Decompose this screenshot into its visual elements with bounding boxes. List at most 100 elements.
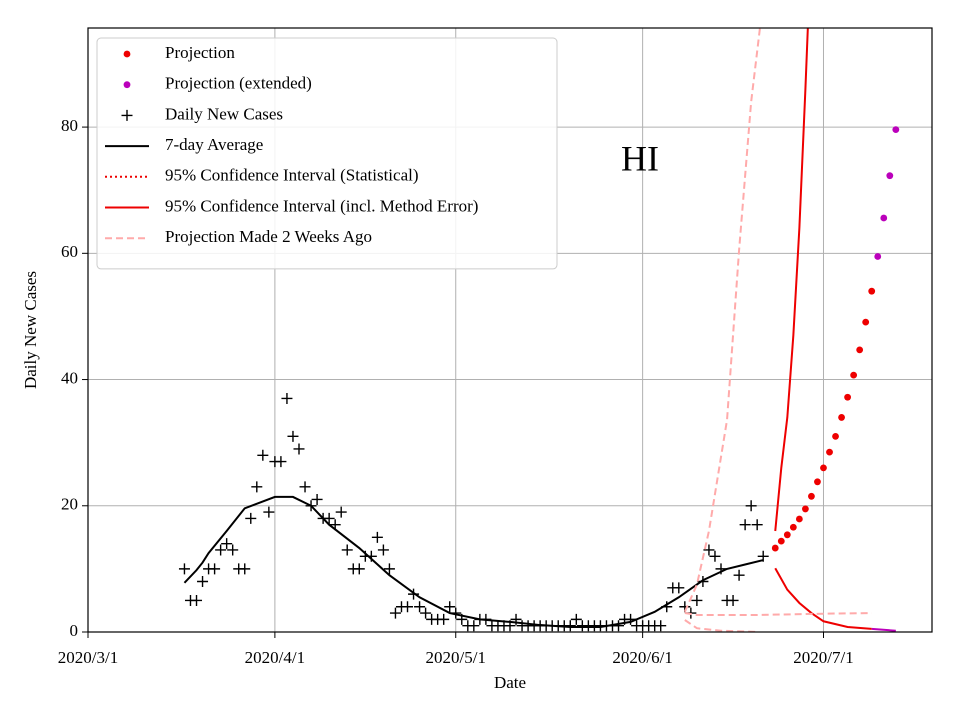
legend-marker [123, 50, 131, 58]
case-marker [673, 582, 685, 594]
projection-dot [838, 414, 845, 421]
series-line [774, 28, 809, 532]
case-marker [287, 430, 299, 442]
case-marker [191, 594, 203, 606]
case-marker [655, 620, 667, 632]
legend-label: Projection Made 2 Weeks Ago [165, 227, 372, 246]
projection-dot [886, 172, 894, 180]
case-marker [389, 607, 401, 619]
legend-label: Projection (extended) [165, 74, 312, 93]
series-line [183, 495, 764, 628]
projection-dot [832, 432, 839, 440]
case-marker [293, 443, 305, 455]
case-marker [227, 544, 239, 556]
annotation: HI [621, 138, 659, 178]
x-tick-label: 2020/3/1 [58, 648, 118, 667]
case-marker [745, 500, 757, 512]
legend-box [96, 37, 558, 270]
case-marker [414, 601, 426, 613]
projection-dot [880, 214, 888, 222]
case-marker [468, 620, 480, 632]
case-marker [281, 392, 293, 404]
case-marker [197, 576, 209, 588]
projection-dot [868, 287, 876, 295]
projection-dot [844, 393, 851, 401]
case-marker [613, 620, 625, 632]
case-marker [751, 519, 763, 531]
x-tick-label: 2020/6/1 [612, 648, 672, 667]
projection-dot [892, 126, 900, 134]
case-marker [371, 531, 383, 543]
series-line [684, 619, 758, 632]
projection-dot [862, 318, 870, 326]
case-marker [335, 506, 347, 518]
x-tick-label: 2020/7/1 [793, 648, 853, 667]
case-marker [178, 563, 190, 575]
projection-dot [874, 253, 882, 260]
case-marker [564, 620, 576, 632]
series-line [871, 627, 896, 632]
y-tick-label: 40 [61, 368, 78, 387]
case-marker [251, 481, 263, 493]
case-marker [275, 456, 287, 468]
case-marker [438, 613, 450, 625]
projection-dot [820, 464, 827, 472]
axes-frame [87, 27, 933, 633]
legend-label: 95% Confidence Interval (incl. Method Er… [165, 196, 478, 215]
case-marker [402, 601, 414, 613]
legend-label: 7-day Average [165, 135, 263, 154]
case-marker [733, 569, 745, 581]
projection-dot [771, 544, 779, 552]
projection-dot [826, 448, 833, 456]
case-marker [263, 506, 275, 518]
y-tick-label: 60 [61, 242, 78, 261]
plot-area [178, 28, 900, 632]
projection-dot [783, 531, 791, 539]
case-marker [245, 512, 257, 524]
projection-dot [777, 537, 785, 545]
projection-dot [814, 478, 821, 486]
projection-dot [802, 505, 809, 513]
case-marker [703, 544, 715, 556]
case-marker [383, 563, 395, 575]
projection-dot [789, 523, 797, 531]
y-tick-label: 80 [61, 116, 78, 135]
case-marker [408, 588, 420, 600]
axes: 2020/3/1 2020/4/1 2020/5/1 2020/6/1 2020/7/1… [58, 116, 854, 667]
case-marker [697, 576, 709, 588]
projection-dot [856, 346, 864, 354]
case-marker [323, 512, 335, 524]
y-tick-label: 0 [70, 621, 79, 640]
series-line [684, 612, 872, 616]
case-marker [215, 544, 227, 556]
case-marker [239, 563, 251, 575]
x-axis-label: Date [494, 673, 526, 692]
legend-label: Projection [165, 43, 235, 62]
x-tick-label: 2020/5/1 [426, 648, 486, 667]
case-marker [299, 481, 311, 493]
legend-label: Daily New Cases [165, 104, 283, 123]
y-axis-label: Daily New Cases [21, 271, 40, 389]
x-tick-label: 2020/4/1 [245, 648, 305, 667]
legend-marker [121, 109, 133, 121]
case-marker [209, 563, 221, 575]
case-marker [221, 538, 233, 550]
case-marker [727, 594, 739, 606]
projection-dot [850, 371, 858, 379]
projection-dot [808, 492, 815, 500]
legend-label: 95% Confidence Interval (Statistical) [165, 166, 419, 185]
case-marker [341, 544, 353, 556]
projection-dot [795, 515, 803, 523]
case-marker [757, 550, 769, 562]
case-marker [257, 449, 269, 461]
case-marker [709, 550, 721, 562]
case-marker [444, 601, 456, 613]
case-marker [739, 519, 751, 531]
case-marker [420, 607, 432, 619]
y-tick-label: 20 [61, 495, 78, 514]
case-marker [311, 493, 323, 505]
case-marker [377, 544, 389, 556]
case-marker [570, 613, 582, 625]
legend-marker [123, 81, 131, 89]
